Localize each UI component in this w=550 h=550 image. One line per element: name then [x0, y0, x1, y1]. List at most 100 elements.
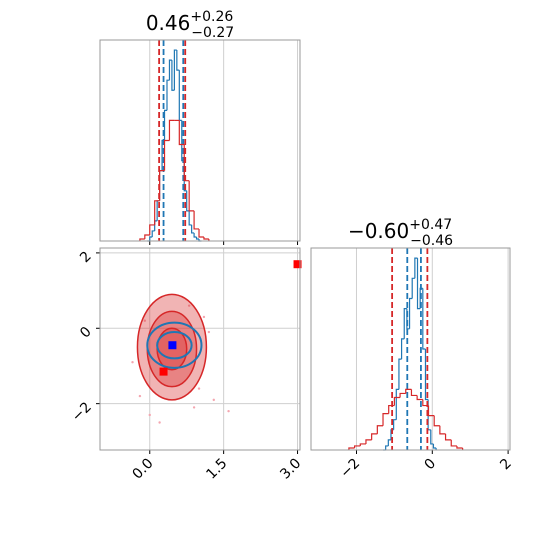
sample-point — [143, 319, 147, 322]
title-value: −0.60 — [348, 219, 409, 243]
panel-title: −0.60+0.47 −0.46 — [348, 217, 453, 249]
histogram-step — [416, 395, 423, 401]
histogram-step — [191, 224, 195, 234]
histogram-step — [144, 234, 150, 239]
histogram-step — [433, 415, 440, 427]
y-tick-label: −2 — [69, 399, 95, 425]
y-tick-label: 2 — [77, 248, 95, 266]
histogram-step — [193, 210, 200, 230]
histogram-step — [193, 232, 197, 238]
histogram-step — [178, 70, 182, 121]
histogram-step — [382, 413, 389, 426]
histogram-step — [408, 297, 413, 329]
panel-title: 0.46+0.26 −0.27 — [146, 9, 234, 41]
histogram-step — [173, 49, 177, 91]
x-tick-label: 3.0 — [277, 456, 304, 483]
histogram-step — [456, 445, 463, 449]
y-tick-label: 0 — [77, 324, 95, 342]
histogram-step — [399, 392, 406, 398]
sample-point — [131, 360, 134, 364]
panel: 0.0 1.5 3.0 −2 0 2 — [69, 247, 304, 483]
panel-frame — [99, 39, 301, 242]
histogram-step — [348, 447, 355, 450]
histogram-step — [139, 238, 145, 241]
histogram-step — [188, 210, 192, 226]
sample-point — [192, 406, 196, 409]
histogram-step — [424, 349, 429, 401]
histogram-step — [422, 288, 426, 350]
histogram-step — [178, 120, 185, 146]
title-value: 0.46 — [146, 11, 191, 35]
histogram-step — [203, 236, 209, 240]
x-tick-label: 0.0 — [130, 456, 157, 483]
histogram-step — [387, 439, 391, 446]
marker — [159, 367, 168, 376]
histogram-step — [365, 439, 372, 444]
panel: 0.46+0.26 −0.27 — [99, 9, 301, 245]
histogram-step — [432, 443, 437, 449]
histogram-step — [198, 228, 204, 238]
contour — [156, 331, 193, 360]
title-minus: −0.27 — [191, 25, 234, 41]
histogram-step — [393, 419, 397, 430]
sample-point — [227, 409, 230, 413]
histogram-step — [183, 144, 190, 182]
histogram-step — [151, 230, 155, 237]
histogram-step — [188, 180, 195, 212]
histogram-step — [154, 200, 160, 225]
histogram-step — [427, 405, 435, 417]
contour — [146, 321, 203, 369]
histogram-step — [405, 388, 412, 394]
histogram-step — [376, 425, 384, 434]
histogram-step — [393, 396, 401, 406]
histogram-step — [149, 224, 155, 235]
marker — [168, 341, 177, 350]
histogram-step — [414, 257, 418, 279]
histogram-step — [403, 308, 407, 339]
sample-point — [187, 304, 191, 307]
histogram-step — [439, 425, 446, 435]
histogram-step — [166, 79, 170, 111]
histogram-step — [168, 119, 175, 141]
sample-point — [207, 330, 211, 334]
histogram-step — [430, 429, 434, 445]
title-plus: +0.26 — [190, 9, 233, 25]
sample-point — [138, 394, 142, 398]
histogram-step — [398, 358, 402, 390]
histogram-step — [195, 236, 200, 240]
histogram-step — [395, 388, 399, 420]
panel-frame — [310, 247, 511, 451]
panel: −2 0 2 −0.60+0.47 −0.46 — [310, 217, 515, 482]
histogram-step — [416, 258, 421, 310]
sample-point — [202, 315, 206, 319]
histogram-step — [400, 338, 405, 360]
histogram-step — [149, 236, 153, 241]
title-minus: −0.46 — [410, 233, 453, 249]
histogram-step — [168, 59, 172, 81]
histogram-step — [371, 433, 378, 440]
x-tick-label: −2 — [337, 456, 363, 482]
histogram-step — [410, 389, 418, 397]
histogram-step — [176, 50, 180, 71]
histogram-step — [163, 139, 170, 171]
title-plus: +0.47 — [409, 217, 452, 233]
x-tick-label: 0 — [422, 456, 440, 474]
histogram-step — [444, 433, 452, 441]
sample-point — [197, 387, 201, 390]
sample-point — [212, 398, 215, 402]
sample-point — [158, 421, 161, 424]
histogram-step — [163, 109, 167, 141]
histogram-step — [450, 439, 457, 447]
panel-frame — [99, 247, 301, 451]
marker — [293, 260, 302, 269]
histogram-step — [186, 190, 190, 212]
histogram-step — [171, 60, 175, 91]
x-tick-label: 2 — [497, 456, 515, 474]
histogram-step — [353, 445, 361, 448]
histogram-step — [385, 445, 389, 450]
x-tick-label: 1.5 — [203, 456, 230, 483]
histogram-step — [359, 443, 366, 446]
histogram-step — [411, 277, 415, 299]
sample-point — [148, 413, 151, 417]
